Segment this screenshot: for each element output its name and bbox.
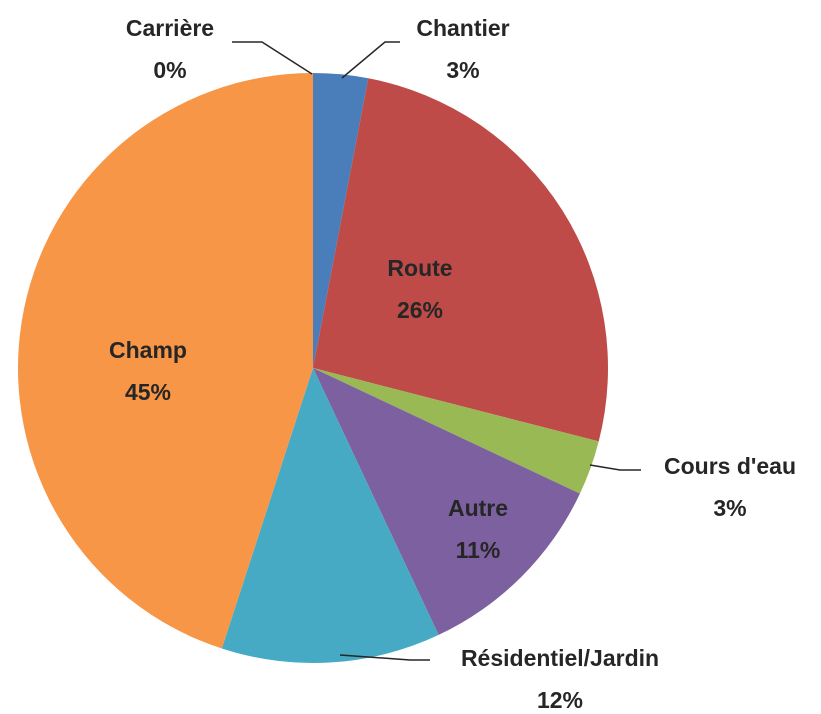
slice-value-label: 3% [713,495,746,521]
slice-value-label: 0% [153,57,186,83]
slice-label: Carrière [126,15,214,41]
pie-slice [18,73,313,649]
slice-value-label: 11% [456,537,501,563]
slice-label: Cours d'eau [664,453,796,479]
slice-value-label: 3% [446,57,479,83]
slice-value-label: 12% [537,687,583,713]
slice-value-label: 45% [125,379,171,405]
leader-line [232,41,313,75]
leader-line [339,654,430,661]
pie-slice [313,368,599,494]
slice-value-label: 26% [397,297,443,323]
pie-slice [313,368,580,635]
pie-slice [313,73,369,368]
slice-label: Route [387,255,452,281]
pie-slice [221,368,439,663]
slice-label: Champ [109,337,187,363]
pie [18,73,609,663]
slice-label: Autre [448,495,508,521]
slice-label: Résidentiel/Jardin [461,645,659,671]
leader-line [589,464,641,471]
slice-label: Chantier [416,15,509,41]
pie-slice [313,78,609,442]
leader-line [341,41,400,79]
